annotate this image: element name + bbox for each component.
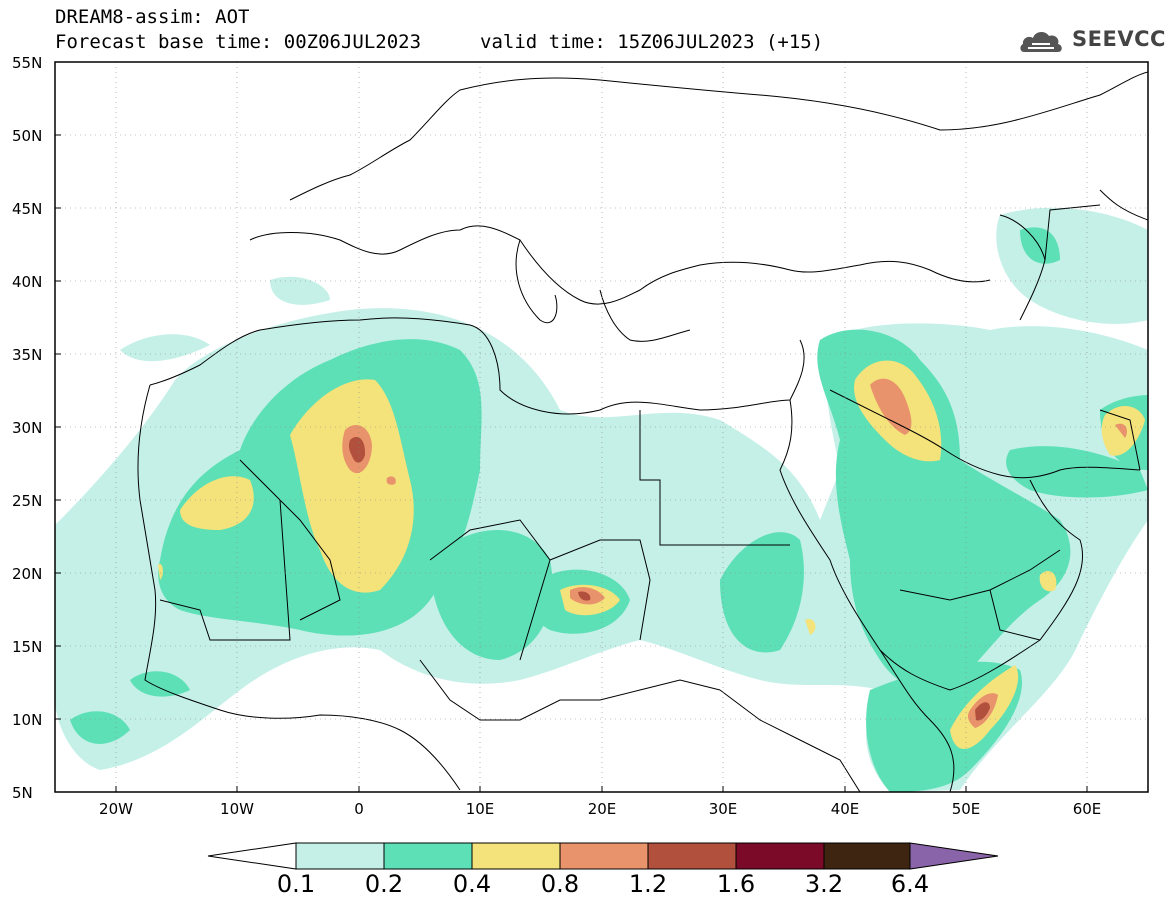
grid xyxy=(55,62,1148,792)
colorbar-bin-1 xyxy=(295,842,385,870)
colorbar-label: 0.1 xyxy=(276,870,316,898)
valid-time: valid time: 15Z06JUL2023 (+15) xyxy=(480,31,824,53)
lon-label: 10E xyxy=(465,800,495,818)
map-title: DREAM8-assim: AOT xyxy=(55,6,250,28)
logo-text: SEEVCCC xyxy=(1072,27,1165,51)
colorbar-bin-2 xyxy=(383,842,473,870)
lat-label: 55N xyxy=(12,54,43,72)
lat-label: 40N xyxy=(12,273,43,291)
cloud-logo-icon xyxy=(1020,32,1062,52)
colorbar-label: 3.2 xyxy=(804,870,844,898)
lon-label: 30E xyxy=(708,800,738,818)
aot-band-1.2 xyxy=(348,436,990,721)
colorbar-label: 0.2 xyxy=(364,870,404,898)
lon-label: 10W xyxy=(220,800,254,818)
lon-label: 50E xyxy=(951,800,981,818)
colorbar-label: 1.6 xyxy=(716,870,756,898)
lon-label: 0 xyxy=(354,800,364,818)
lat-label: 25N xyxy=(12,492,43,510)
colorbar-bin-5 xyxy=(647,842,737,870)
colorbar-label: 0.8 xyxy=(540,870,580,898)
lon-label: 20W xyxy=(99,800,133,818)
lat-label: 10N xyxy=(12,711,43,729)
colorbar-bin-6 xyxy=(735,842,825,870)
colorbar-label: 6.4 xyxy=(890,870,930,898)
forecast-base-time: Forecast base time: 00Z06JUL2023 xyxy=(55,31,422,53)
colorbar-bin-7 xyxy=(823,842,911,870)
lat-label: 30N xyxy=(12,419,43,437)
colorbar-over-arrow xyxy=(909,842,999,870)
colorbar-bin-4 xyxy=(559,842,649,870)
lat-label: 5N xyxy=(12,784,33,802)
lat-label: 50N xyxy=(12,127,43,145)
lat-label: 35N xyxy=(12,346,43,364)
colorbar-label: 1.2 xyxy=(628,870,668,898)
lon-label: 20E xyxy=(587,800,617,818)
lon-label: 40E xyxy=(830,800,860,818)
colorbar xyxy=(207,842,999,870)
coastlines xyxy=(137,71,1148,792)
lat-label: 20N xyxy=(12,565,43,583)
lon-label: 60E xyxy=(1072,800,1102,818)
colorbar-bin-3 xyxy=(471,842,561,870)
tick-marks xyxy=(55,61,1088,793)
lat-label: 45N xyxy=(12,200,43,218)
colorbar-label: 0.4 xyxy=(452,870,492,898)
colorbar-under-arrow xyxy=(207,842,297,870)
lat-label: 15N xyxy=(12,638,43,656)
